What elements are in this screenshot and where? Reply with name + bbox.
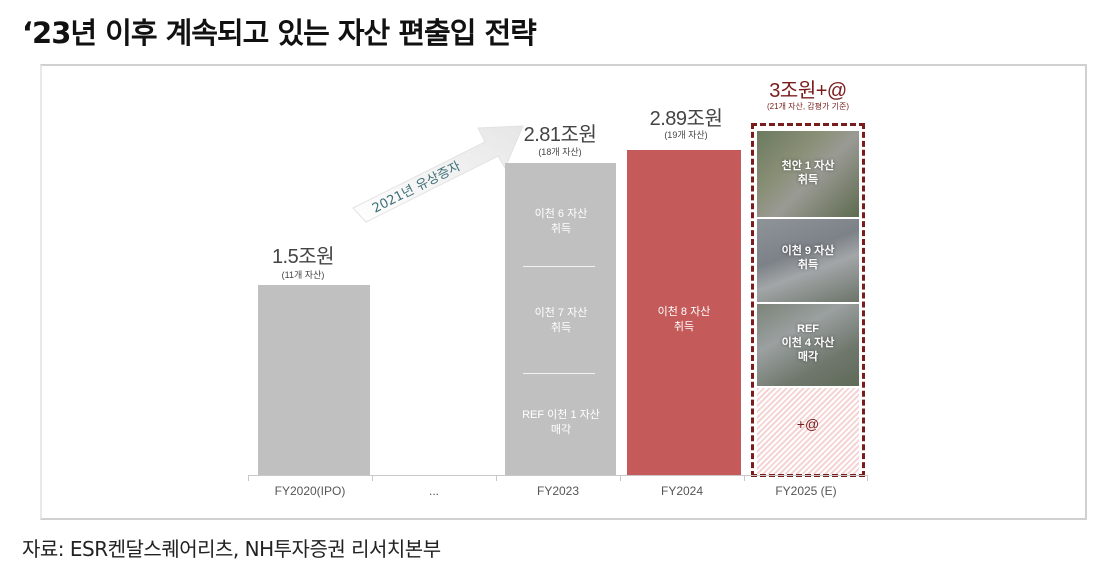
segment-text: 매각 xyxy=(797,351,819,363)
growth-arrow-icon: 2021년 유상증자 xyxy=(352,125,524,223)
fy2023-value-label: 2.81조원 xyxy=(523,124,597,146)
x-label-fy2025: FY2025 (E) xyxy=(775,484,837,498)
segment-text: 취득 xyxy=(550,223,572,235)
segment-text: 취득 xyxy=(673,321,695,333)
x-label-ellipsis: ... xyxy=(428,484,439,498)
fy2023-bar xyxy=(505,163,616,475)
fy2024-value-label: 2.89조원 xyxy=(649,108,723,130)
fy2020-value-label: 1.5조원 xyxy=(271,246,335,268)
fy2023-segment-3: REF 이천 1 자산 매각 xyxy=(502,408,620,438)
fy2025-photo-icheon4: REF 이천 4 자산 매각 xyxy=(757,304,859,386)
segment-divider xyxy=(523,266,595,267)
segment-text: 천안 1 자산 xyxy=(781,160,835,172)
segment-text: 이천 6 자산 xyxy=(534,208,588,220)
segment-text: 이천 7 자산 xyxy=(534,307,588,319)
fy2024-segment-1: 이천 8 자산 취득 xyxy=(625,305,743,335)
fy2024-asset-count: (19개 자산) xyxy=(664,130,708,140)
fy2023-segment-2: 이천 7 자산 취득 xyxy=(502,306,620,336)
segment-divider xyxy=(523,373,595,374)
segment-text: 이천 4 자산 xyxy=(781,337,835,349)
fy2025-photo-icheon9: 이천 9 자산 취득 xyxy=(757,219,859,302)
x-axis-tick xyxy=(496,475,497,481)
segment-text: 취득 xyxy=(797,174,819,186)
x-axis-tick xyxy=(867,475,868,481)
fy2020-bar xyxy=(258,285,370,475)
fy2023-segment-1: 이천 6 자산 취득 xyxy=(502,207,620,237)
fy2020-asset-count: (11개 자산) xyxy=(281,270,325,280)
source-note: 자료: ESR켄달스퀘어리츠, NH투자증권 리서치본부 xyxy=(22,537,441,561)
fy2025-hatched-additional: +@ xyxy=(757,388,859,474)
x-axis xyxy=(248,475,868,476)
x-axis-tick xyxy=(248,475,249,481)
segment-text: REF xyxy=(797,323,819,335)
fy2024-bar xyxy=(627,150,741,475)
segment-text: +@ xyxy=(796,416,820,432)
x-axis-tick xyxy=(620,475,621,481)
x-axis-tick xyxy=(372,475,373,481)
fy2025-value-label: 3조원+@ xyxy=(769,80,847,102)
x-label-fy2023: FY2023 xyxy=(536,484,580,498)
x-axis-tick xyxy=(744,475,745,481)
fy2023-asset-count: (18개 자산) xyxy=(538,147,582,157)
fy2025-photo-cheonan1: 천안 1 자산 취득 xyxy=(757,131,859,217)
segment-text: 매각 xyxy=(550,424,572,436)
segment-text: 이천 9 자산 xyxy=(781,245,835,257)
x-label-fy2024: FY2024 xyxy=(660,484,704,498)
page-title: ‘23년 이후 계속되고 있는 자산 편출입 전략 xyxy=(22,16,537,50)
segment-text: 취득 xyxy=(797,259,819,271)
segment-text: 취득 xyxy=(550,322,572,334)
arrow-label: 2021년 유상증자 xyxy=(370,159,463,216)
segment-text: 이천 8 자산 xyxy=(657,306,711,318)
x-label-fy2020: FY2020(IPO) xyxy=(274,484,346,498)
fy2025-asset-count: (21개 자산, 감평가 기준) xyxy=(767,102,849,111)
segment-text: REF 이천 1 자산 xyxy=(522,409,600,421)
